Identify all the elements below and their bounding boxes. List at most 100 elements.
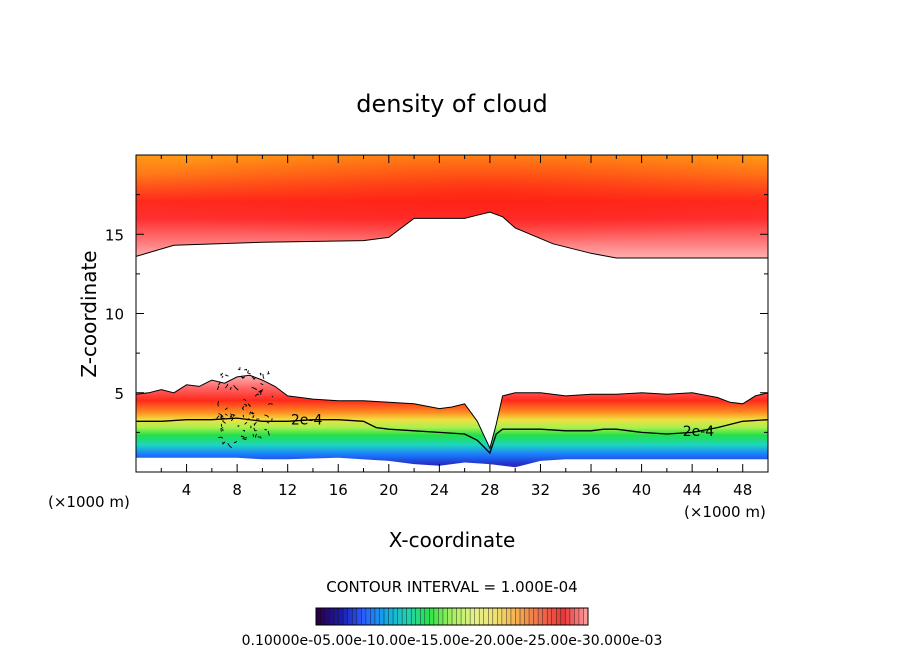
noise-contour-segment (251, 411, 255, 415)
noise-contour-segment (242, 376, 245, 380)
colorbar-swatch (461, 608, 466, 625)
colorbar-swatch (374, 608, 380, 625)
colorbar-swatch (520, 608, 525, 625)
colorbar-swatch (510, 608, 516, 625)
noise-contour-segment (241, 375, 245, 379)
noise-contour-segment (243, 398, 247, 402)
x-unit-left: (×1000 m) (48, 493, 130, 511)
noise-contour-segment (271, 418, 273, 421)
colorbar-swatch (447, 608, 452, 625)
noise-contour-segment (259, 372, 262, 376)
colorbar-swatch (379, 608, 384, 625)
noise-contour-segment (240, 435, 244, 438)
noise-contour-segment (264, 414, 270, 418)
colorbar-swatch (347, 608, 353, 625)
noise-contour-segment (222, 441, 226, 445)
noise-contour-segment (225, 383, 229, 389)
noise-contour-segment (243, 436, 248, 439)
noise-contour-segment (242, 438, 247, 440)
colorbar-swatch (551, 608, 557, 625)
colorbar-swatch (433, 608, 439, 625)
noise-contour-segment (253, 421, 257, 427)
colorbar-swatch (397, 608, 403, 625)
noise-contour-segment (225, 374, 229, 377)
x-tick-label: 20 (379, 481, 398, 499)
noise-contour-segment (221, 375, 224, 379)
colorbar-swatch (456, 608, 462, 625)
contour-label: 2e-4 (683, 424, 715, 440)
x-tick-label: 32 (531, 481, 550, 499)
noise-contour-segment (259, 389, 264, 392)
noise-contour-segment (237, 425, 240, 428)
contour-2e-4-line (136, 417, 768, 455)
colorbar-swatch (538, 608, 543, 625)
colorbar-swatch (411, 608, 416, 625)
x-unit-right: (×1000 m) (684, 503, 766, 521)
noise-contour-segment (264, 428, 267, 431)
noise-contour-segment (260, 382, 264, 386)
upper-cloud-core (136, 155, 768, 258)
x-tick-label: 4 (182, 481, 192, 499)
colorbar-swatch (334, 608, 339, 625)
colorbar-swatch (497, 608, 502, 625)
upper-contour-line (136, 211, 768, 259)
colorbar-swatch (343, 608, 348, 625)
colorbar-labels: 0.10000e-05.00e-10.00e-15.00e-20.00e-25.… (242, 633, 663, 649)
colorbar-swatch (388, 608, 394, 625)
colorbar-swatch (556, 608, 561, 625)
colorbar-swatch (356, 608, 362, 625)
noise-contour-segment (230, 415, 234, 422)
noise-contour-segment (251, 386, 258, 391)
noise-contour-segment (244, 403, 248, 407)
noise-contour-segment (254, 393, 260, 397)
noise-contour-segment (218, 382, 221, 386)
colorbar-swatch (565, 608, 570, 625)
colorbar-swatch (474, 608, 480, 625)
x-tick-label: 40 (632, 481, 651, 499)
contour-noise-cluster (216, 367, 274, 449)
noise-contour-segment (244, 368, 247, 371)
noise-contour-segment (253, 427, 257, 432)
x-tick-label: 24 (430, 481, 449, 499)
colorbar-swatch (488, 608, 493, 625)
colorbar-swatch (506, 608, 511, 625)
colorbar-swatch (325, 608, 330, 625)
colorbar-swatch (406, 608, 412, 625)
noise-contour-segment (255, 433, 258, 438)
y-tick-label: 10 (105, 306, 124, 324)
colorbar-swatch (338, 608, 344, 625)
noise-contour-segment (216, 415, 220, 419)
noise-contour-segment (250, 425, 252, 429)
colorbar-swatch (384, 608, 389, 625)
colorbar-swatch (479, 608, 484, 625)
colorbar-swatch (547, 608, 552, 625)
lower-cloud-base (136, 457, 768, 472)
colorbar-swatch (352, 608, 357, 625)
noise-contour-segment (265, 420, 270, 424)
colorbar-swatch (452, 608, 457, 625)
noise-contour-segment (244, 422, 248, 425)
noise-contour-segment (224, 413, 228, 416)
colorbar-swatch (316, 608, 321, 625)
colorbar-swatch (438, 608, 443, 625)
noise-contour-segment (252, 415, 255, 419)
x-tick-label: 44 (683, 481, 702, 499)
noise-contour-segment (227, 442, 233, 449)
noise-contour-segment (267, 403, 273, 405)
contour-interval-text: CONTOUR INTERVAL = 1.000E-04 (326, 578, 577, 596)
noise-contour-segment (220, 427, 224, 432)
noise-contour-segment (262, 373, 265, 379)
noise-contour-segment (249, 411, 254, 415)
noise-contour-segment (242, 430, 245, 432)
y-tick-label: 15 (105, 226, 124, 244)
x-axis-label: X-coordinate (389, 528, 516, 552)
x-tick-label: 28 (480, 481, 499, 499)
colorbar-swatch (402, 608, 407, 625)
chart-title: density of cloud (356, 90, 547, 118)
colorbar-swatch (533, 608, 539, 625)
colorbar-swatch (515, 608, 520, 625)
colorbar-swatch (420, 608, 425, 625)
colorbar-swatch (361, 608, 366, 625)
colorbar-swatch (470, 608, 475, 625)
